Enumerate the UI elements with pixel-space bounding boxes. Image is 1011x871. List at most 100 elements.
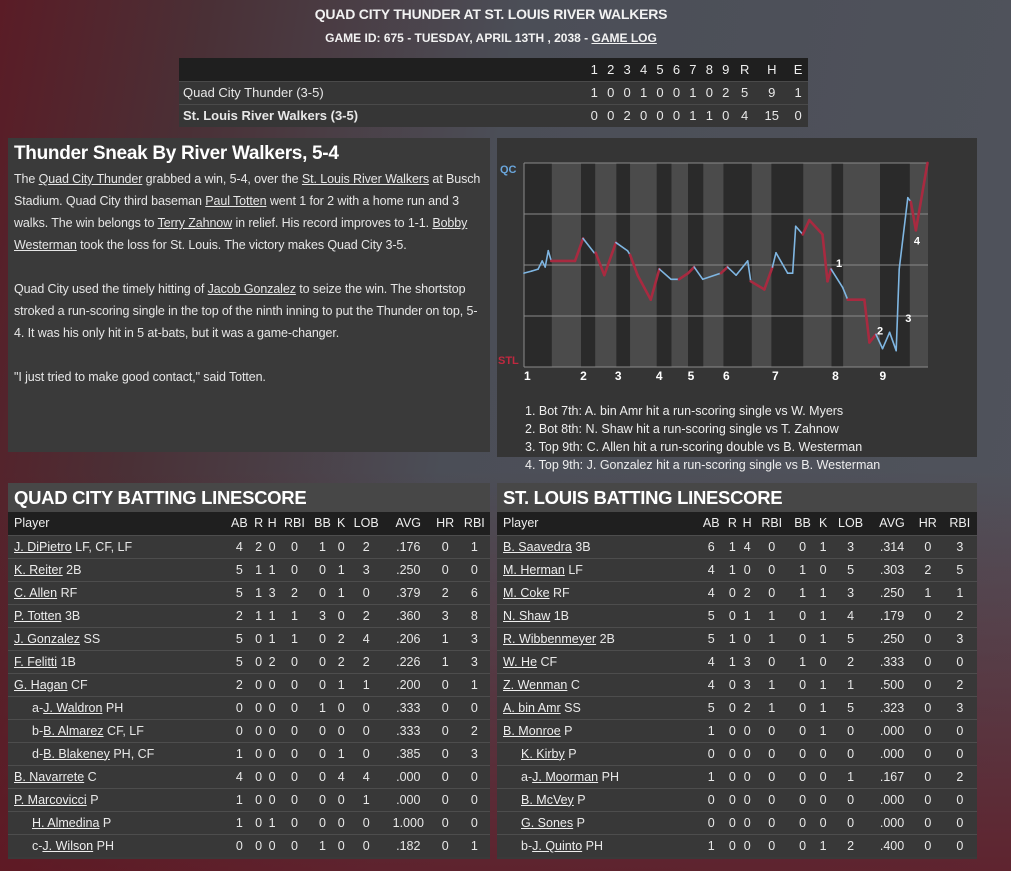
stat-h: 0 (265, 764, 279, 788)
stat-hr: 0 (431, 787, 459, 811)
player-link[interactable]: B. Almarez (43, 723, 104, 738)
stat-k: 1 (816, 833, 830, 857)
player-cell: K. Kirby P (497, 741, 698, 765)
player-link[interactable]: J. Quinto (532, 838, 583, 853)
linescore-header-4: 4 (635, 58, 652, 81)
win-prob-segment (826, 267, 833, 283)
player-position: LF (568, 562, 583, 577)
column-header-avg: AVG (384, 512, 432, 535)
stat-lob: 3 (347, 557, 385, 581)
player-cell: C. Allen RF (8, 580, 227, 604)
stat-rbi: 3 (458, 741, 490, 765)
stat-r: 1 (251, 603, 266, 627)
stat-bb: 0 (788, 603, 817, 627)
stat-bb: 0 (310, 810, 335, 834)
player-position: P (102, 815, 112, 830)
stat-h: 0 (739, 557, 755, 581)
recap-text: went 1 for 2 with a home run and 3 walks… (14, 194, 459, 230)
column-header-h: H (739, 512, 755, 535)
stat-avg: .000 (871, 787, 913, 811)
recap-link[interactable]: Quad City Thunder (38, 172, 143, 186)
win-prob-segment (544, 249, 550, 268)
player-link[interactable]: K. Reiter (14, 562, 63, 577)
player-link[interactable]: C. Allen (14, 585, 58, 600)
win-prob-segment (763, 265, 774, 291)
player-link[interactable]: W. He (503, 654, 538, 669)
player-link[interactable]: J. Wilson (42, 838, 94, 853)
player-cell: b-B. Almarez CF, LF (8, 718, 227, 742)
player-link[interactable]: N. Shaw (503, 608, 551, 623)
x-tick-label: 7 (772, 369, 779, 383)
recap-link[interactable]: Jacob Gonzalez (207, 282, 296, 296)
player-link[interactable]: P. Marcovicci (14, 792, 87, 807)
stat-bb: 0 (310, 580, 335, 604)
win-probability-chart: 1 2 3 4 1 2 3 4 5 6 7 8 9 QC STL 1. Bot 7th: A. bin Am… (497, 138, 977, 472)
stat-avg: .314 (871, 534, 913, 558)
player-link[interactable]: J. Waldron (43, 700, 103, 715)
x-tick-label: 9 (880, 369, 887, 383)
stat-avg: .333 (871, 649, 913, 673)
table-row: K. Reiter 2B 5 1 1 0 0 1 3.250 0 0 (8, 557, 490, 581)
player-link[interactable]: J. Gonzalez (14, 631, 81, 646)
stat-bb: 0 (788, 672, 817, 696)
stat-lob: 5 (829, 626, 872, 650)
recap-link[interactable]: Bobby Westerman (14, 216, 468, 252)
player-link[interactable]: J. DiPietro (14, 539, 72, 554)
stat-hr: 0 (431, 833, 459, 857)
recap-link[interactable]: Paul Totten (205, 194, 267, 208)
linescore-cell: 0 (788, 103, 808, 127)
stat-k: 1 (334, 672, 348, 696)
player-link[interactable]: M. Herman (503, 562, 565, 577)
player-link[interactable]: B. Monroe (503, 723, 561, 738)
team-name: St. Louis River Walkers (3-5) (179, 103, 587, 127)
linescore-cell: 0 (586, 103, 603, 127)
stat-rbi: 0 (754, 833, 789, 857)
stat-lob: 2 (347, 603, 385, 627)
recap-link[interactable]: Terry Zahnow (157, 216, 233, 230)
player-link[interactable]: G. Hagan (14, 677, 68, 692)
stat-rbi: 0 (754, 557, 789, 581)
stat-ab: 0 (226, 718, 252, 742)
player-link[interactable]: R. Wibbenmeyer (503, 631, 597, 646)
column-header-ab: AB (697, 512, 725, 535)
stat-ab: 0 (697, 741, 725, 765)
stat-rbi: 1 (754, 672, 789, 696)
stat-k: 0 (334, 810, 348, 834)
player-position: PH (585, 838, 604, 853)
player-link[interactable]: M. Coke (503, 585, 550, 600)
column-header-rbi: RBI (458, 512, 490, 535)
linescore-cell: 0 (635, 103, 652, 127)
player-link[interactable]: G. Sones (521, 815, 574, 830)
stat-r: 0 (251, 672, 266, 696)
stat-rbi: 3 (458, 649, 490, 673)
player-link[interactable]: Z. Wenman (503, 677, 568, 692)
player-link[interactable]: J. Moorman (532, 769, 599, 784)
qc-axis-label: QC (500, 164, 517, 176)
stat-hr: 0 (912, 672, 943, 696)
player-link[interactable]: F. Felitti (14, 654, 58, 669)
player-position: C (87, 769, 97, 784)
player-position: 1B (553, 608, 570, 623)
player-link[interactable]: P. Totten (14, 608, 62, 623)
recap-link[interactable]: St. Louis River Walkers (301, 172, 430, 186)
stat-h: 0 (739, 787, 755, 811)
player-link[interactable]: A. bin Amr (503, 700, 561, 715)
stat-rbi: 0 (942, 787, 977, 811)
chart-note: 2. Bot 8th: N. Shaw hit a run-scoring si… (525, 422, 839, 436)
player-link[interactable]: B. McVey (521, 792, 574, 807)
linescore-header-10: R (733, 58, 756, 81)
player-link[interactable]: H. Almedina (32, 815, 100, 830)
player-cell: B. Saavedra 3B (497, 534, 698, 558)
player-link[interactable]: B. Blakeney (43, 746, 110, 761)
stat-hr: 0 (912, 626, 943, 650)
stat-lob: 0 (829, 787, 872, 811)
stat-rbi: 0 (754, 534, 789, 558)
linescore-cell: 5 (733, 80, 756, 104)
game-log-link[interactable]: GAME LOG (591, 31, 657, 45)
player-link[interactable]: B. Navarrete (14, 769, 85, 784)
stat-lob: 2 (347, 534, 385, 558)
player-link[interactable]: B. Saavedra (503, 539, 572, 554)
stat-lob: 2 (829, 649, 872, 673)
player-link[interactable]: K. Kirby (521, 746, 565, 761)
stat-bb: 1 (788, 580, 817, 604)
